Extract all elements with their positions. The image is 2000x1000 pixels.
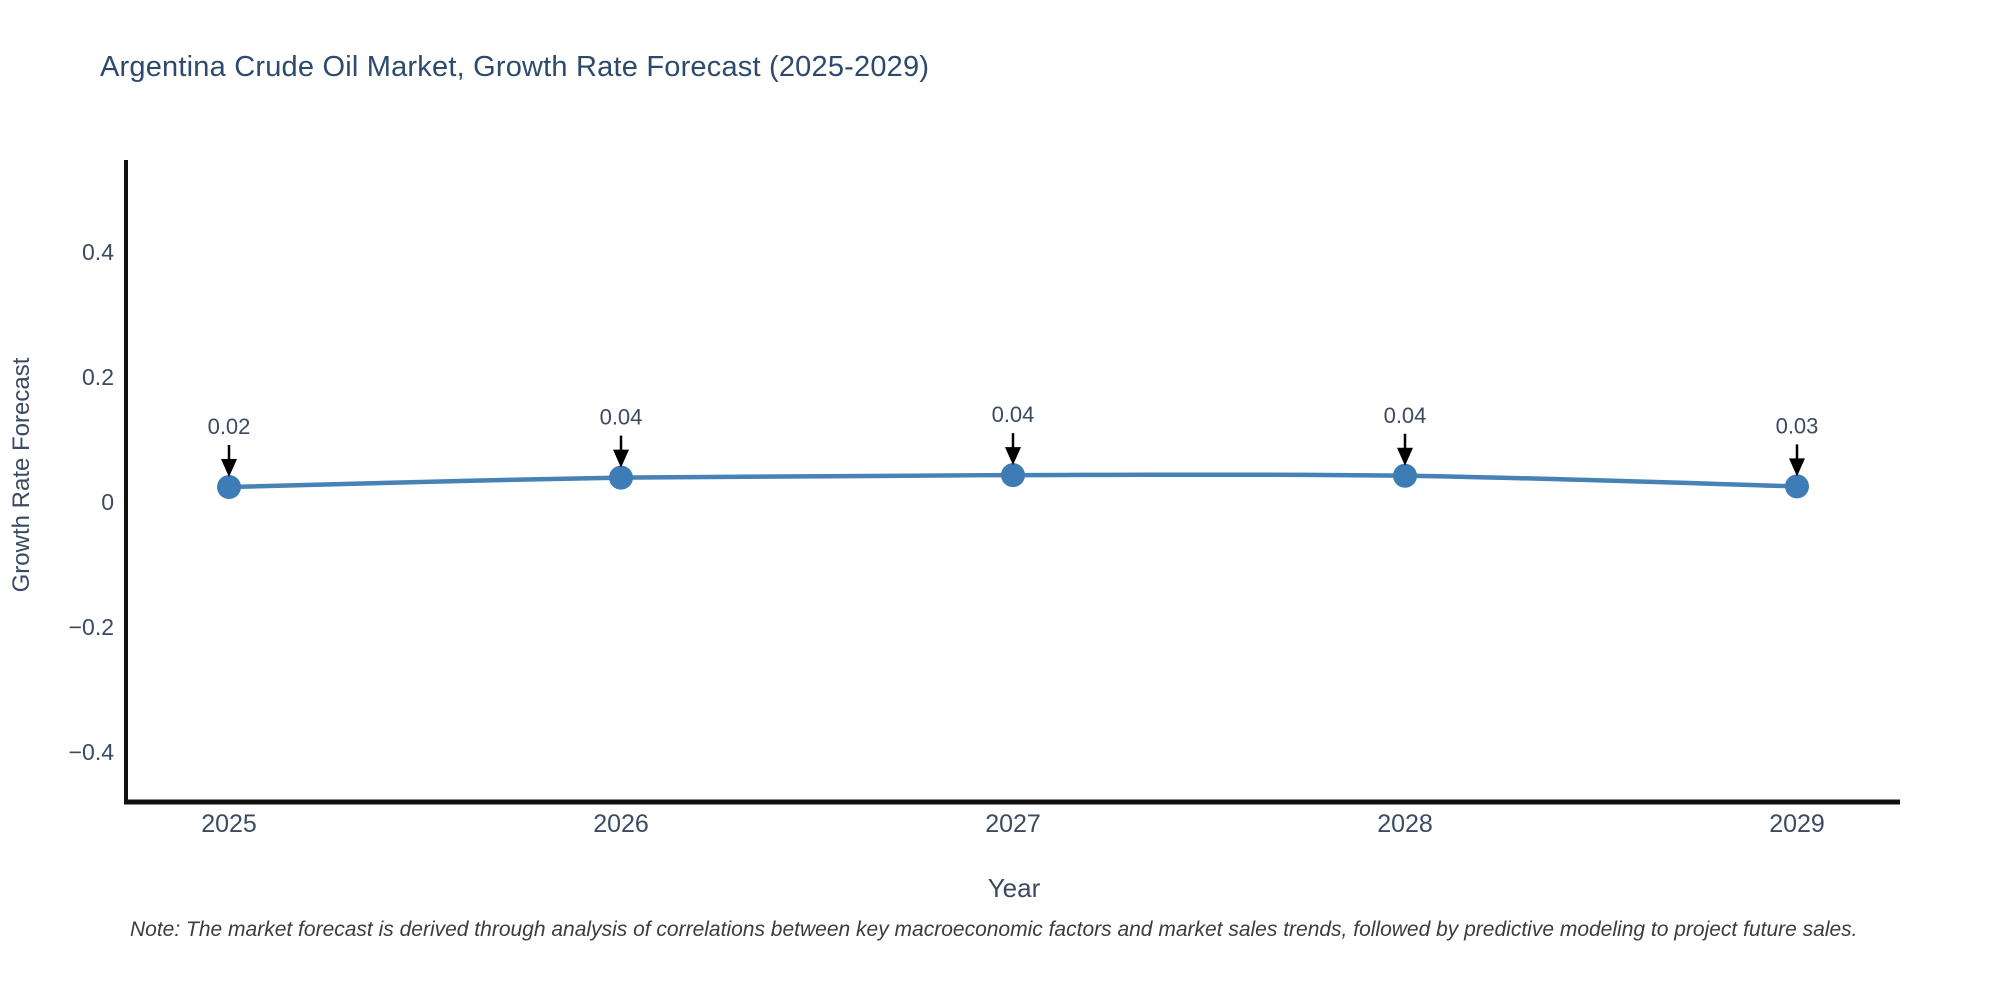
y-tick-label: −0.2 [69,614,114,640]
data-point-label: 0.04 [600,405,643,430]
data-point-marker[interactable] [1001,463,1025,488]
y-tick-label: 0.2 [82,364,114,390]
data-point-label: 0.03 [1776,413,1819,438]
y-tick-label: −0.4 [69,739,115,765]
data-point-label: 0.02 [208,414,251,439]
x-tick-label: 2026 [593,810,649,838]
x-axis-title: Year [987,873,1041,903]
chart-footnote: Note: The market forecast is derived thr… [130,918,1858,941]
annotation-arrowhead-icon [221,459,237,477]
chart-title: Argentina Crude Oil Market, Growth Rate … [100,51,930,83]
data-point-label: 0.04 [992,402,1035,427]
y-tick-label: 0 [101,489,114,515]
annotation-arrowhead-icon [1397,447,1413,466]
x-tick-label: 2028 [1377,810,1433,838]
x-tick-label: 2027 [985,810,1041,838]
x-tick-label: 2029 [1769,810,1825,838]
data-point-marker[interactable] [609,465,633,490]
data-point-marker[interactable] [217,475,241,499]
data-point-label: 0.04 [1384,403,1427,428]
x-tick-label: 2025 [201,810,257,838]
y-tick-label: 0.4 [82,239,114,265]
data-point-marker[interactable] [1785,474,1809,499]
data-point-marker[interactable] [1393,463,1417,488]
annotation-arrowhead-icon [1005,447,1021,466]
annotation-arrowhead-icon [1789,458,1805,477]
annotation-arrowhead-icon [613,449,629,468]
